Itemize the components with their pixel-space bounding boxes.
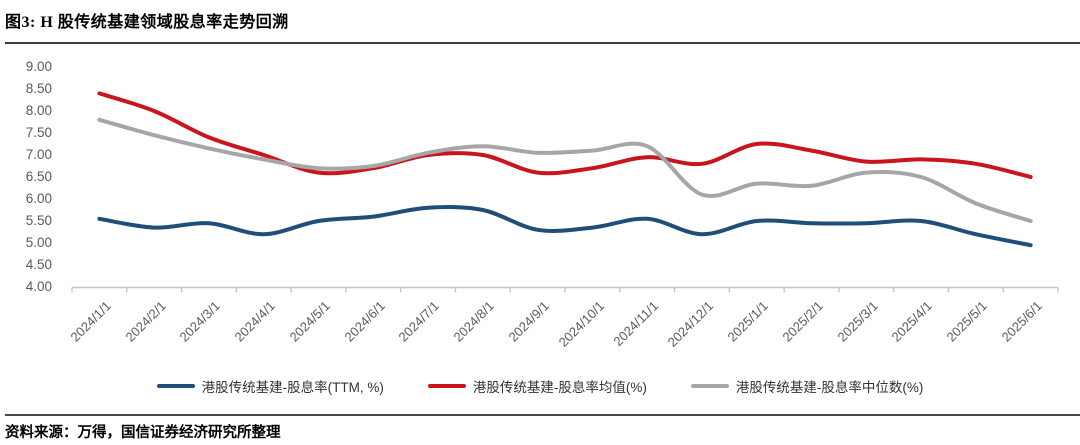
y-axis-label: 5.50 bbox=[25, 213, 52, 228]
legend-label: 港股传统基建-股息率均值(%) bbox=[472, 380, 647, 395]
y-axis-label: 7.50 bbox=[25, 125, 52, 140]
legend-swatch-icon bbox=[156, 384, 195, 388]
y-axis-label: 5.00 bbox=[25, 235, 52, 250]
figure-title: 图3: H 股传统基建领域股息率走势回溯 bbox=[5, 14, 289, 31]
y-axis-label: 8.00 bbox=[25, 103, 52, 118]
y-axis-label: 4.50 bbox=[25, 257, 52, 272]
top-divider bbox=[5, 42, 1080, 44]
legend-swatch-icon bbox=[427, 384, 466, 388]
legend-swatch-icon bbox=[690, 384, 729, 388]
y-axis-label: 4.00 bbox=[25, 279, 52, 294]
bottom-divider bbox=[5, 414, 1080, 416]
chart-legend: 港股传统基建-股息率(TTM, %) 港股传统基建-股息率均值(%) 港股传统基建-… bbox=[0, 376, 1080, 396]
series-line-1 bbox=[97, 91, 1033, 179]
source-note: 资料来源：万得，国信证券经济研究所整理 bbox=[5, 425, 281, 441]
legend-label: 港股传统基建-股息率(TTM, %) bbox=[201, 380, 384, 395]
legend-item-0: 港股传统基建-股息率(TTM, %) bbox=[156, 376, 384, 396]
legend-item-1: 港股传统基建-股息率均值(%) bbox=[427, 376, 647, 396]
y-axis-label: 7.00 bbox=[25, 147, 52, 162]
legend-label: 港股传统基建-股息率中位数(%) bbox=[735, 380, 924, 395]
legend-item-2: 港股传统基建-股息率中位数(%) bbox=[690, 376, 924, 396]
series-line-2 bbox=[97, 117, 1033, 223]
y-axis-label: 6.50 bbox=[25, 169, 52, 184]
y-axis-label: 8.50 bbox=[25, 81, 52, 96]
y-axis-label: 9.00 bbox=[25, 59, 52, 74]
series-line-0 bbox=[97, 205, 1033, 248]
y-axis-label: 6.00 bbox=[25, 191, 52, 206]
